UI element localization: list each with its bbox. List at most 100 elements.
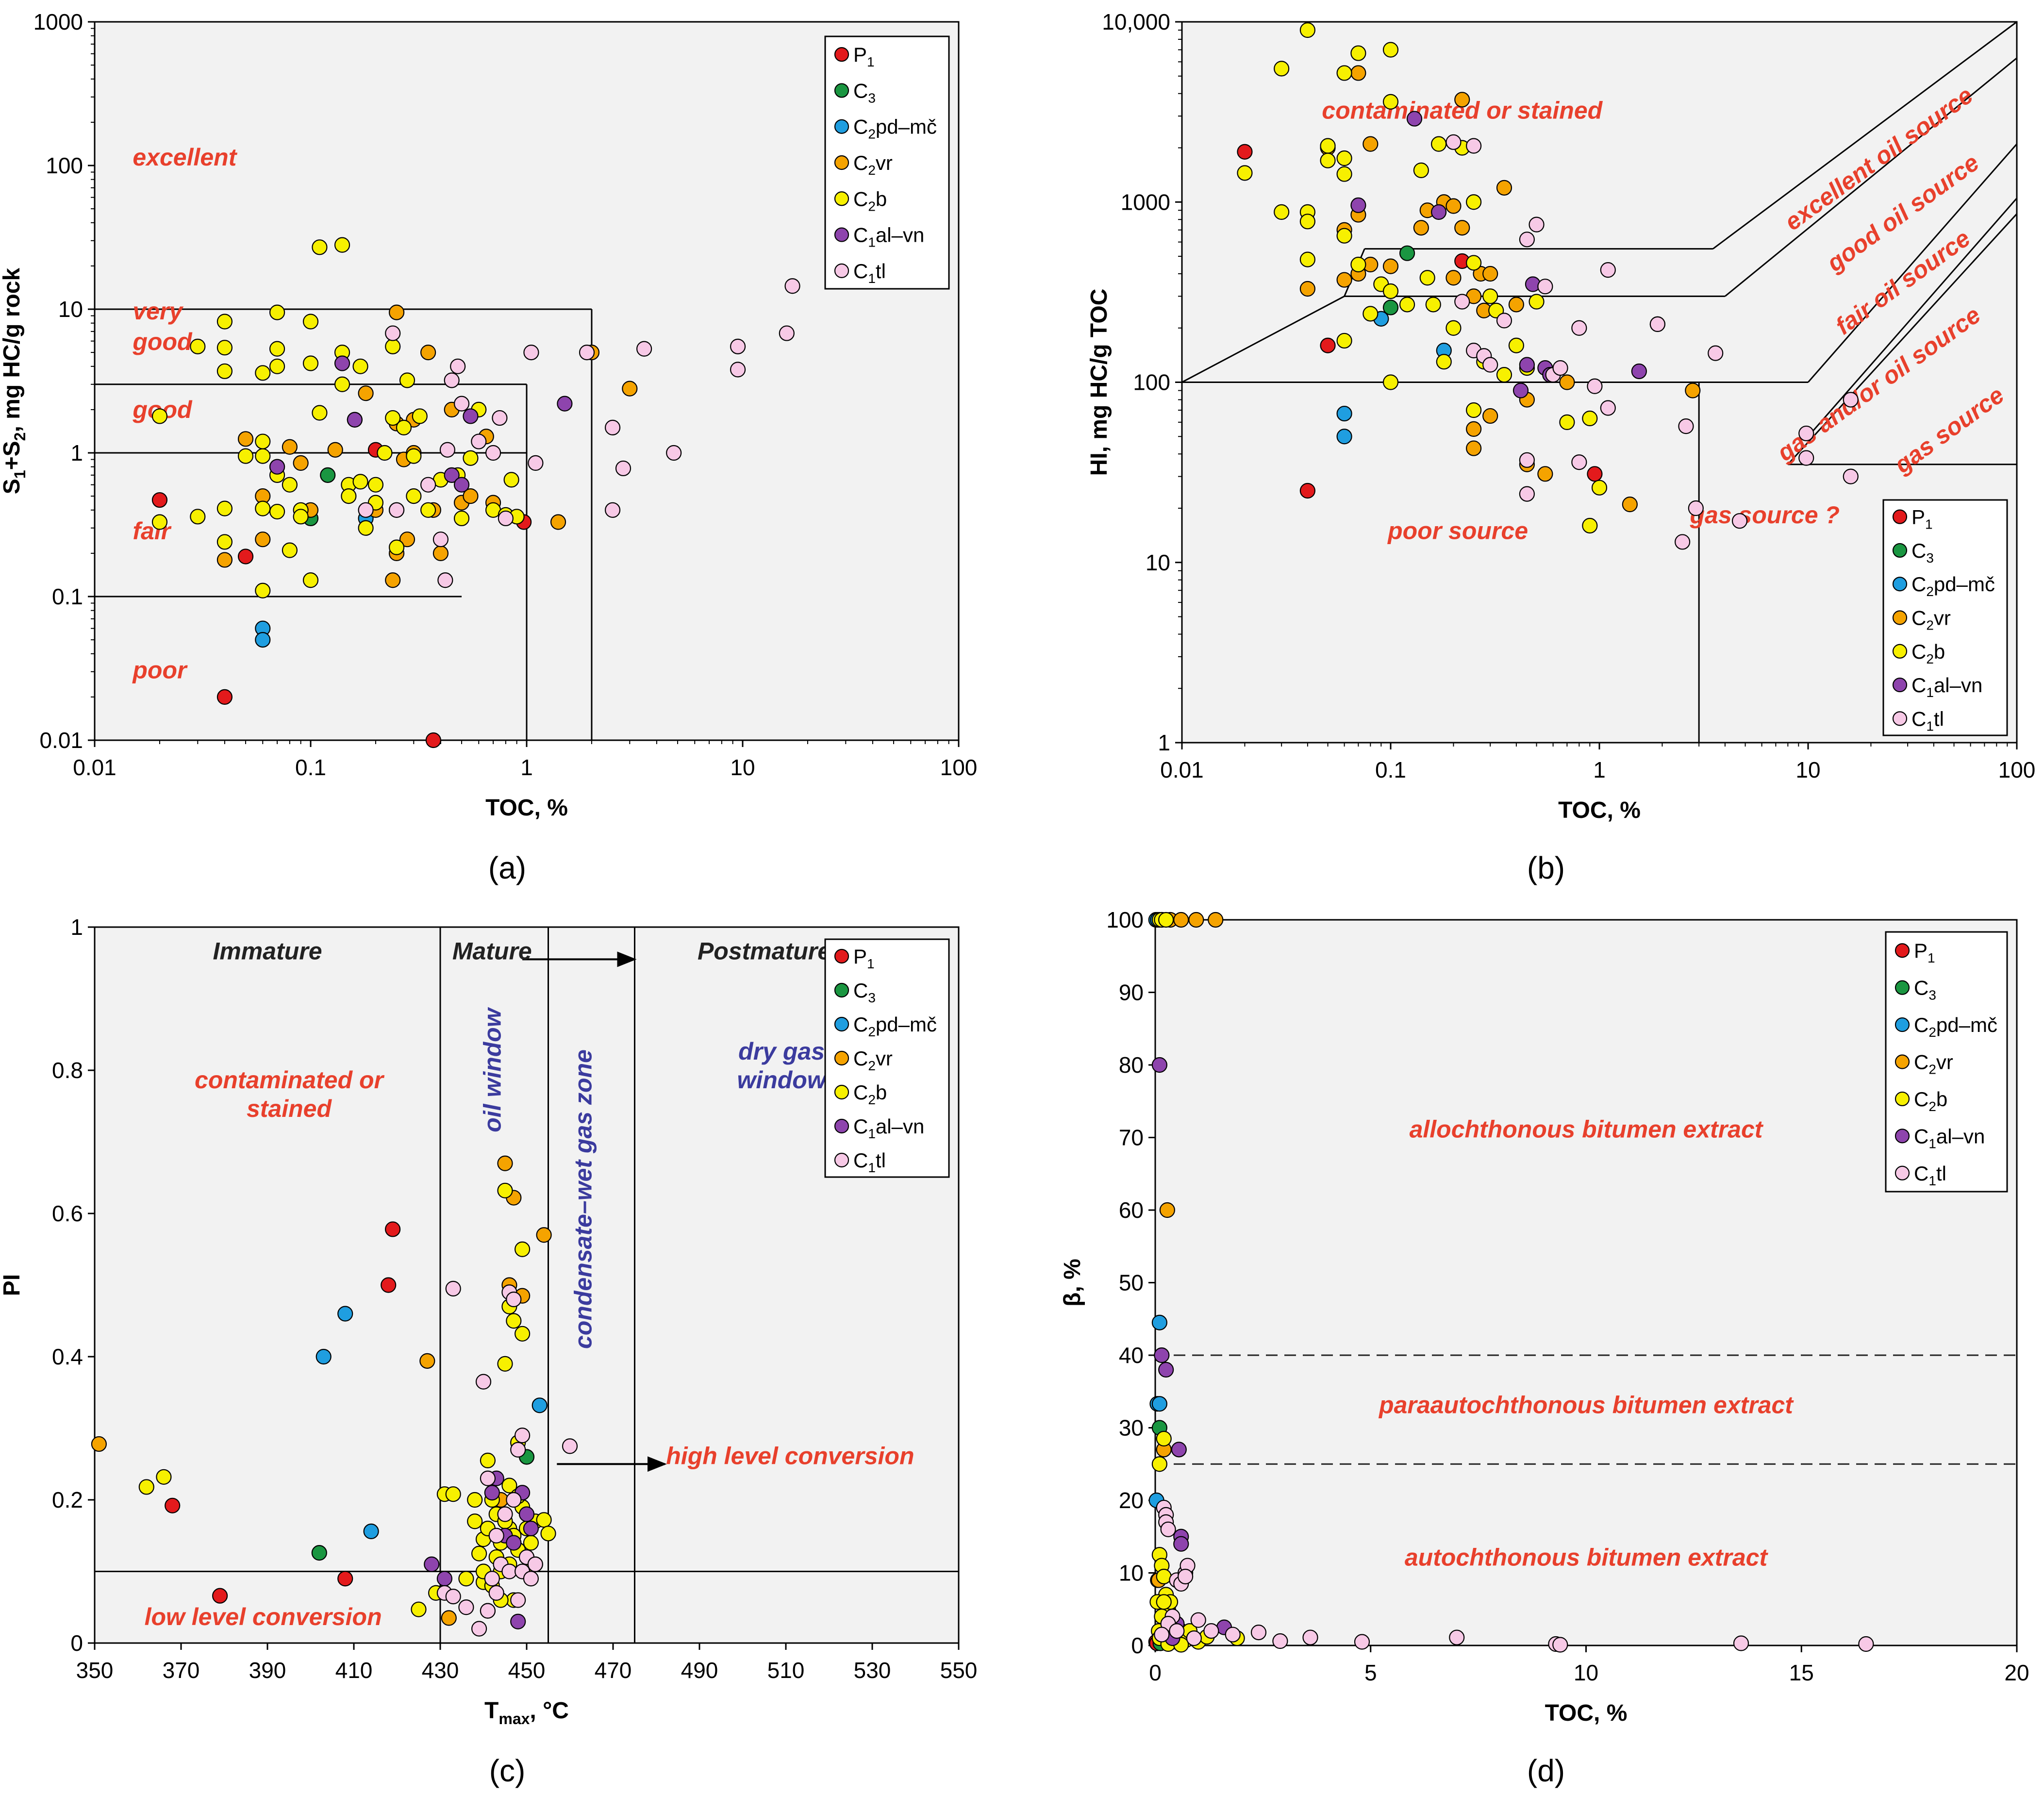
- zone-annotation: low level conversion: [145, 1603, 382, 1630]
- data-point: [471, 433, 487, 449]
- x-axis-title: TOC, %: [1558, 797, 1641, 823]
- data-point: [337, 1571, 353, 1587]
- y-tick-label: 10: [1119, 1561, 1144, 1586]
- legend-entry-label: C1al–vn: [853, 1115, 924, 1141]
- data-point: [1529, 216, 1545, 233]
- legend-entry-label: C2pd–mč: [853, 1013, 937, 1039]
- data-point: [1537, 279, 1553, 295]
- data-point: [381, 1277, 397, 1293]
- panel-a-chart: 0.01 0.1 1 10 100 0.01 0.1 1 10 100 1000 TOC, % S1+S…: [0, 9, 977, 821]
- data-point: [269, 459, 285, 475]
- legend-entry-label: C2vr: [853, 151, 893, 178]
- data-point: [420, 477, 436, 493]
- data-point: [358, 520, 374, 536]
- data-point: [1299, 22, 1315, 38]
- data-point: [458, 1599, 474, 1615]
- x-axis-title: Tmax, °C: [484, 1698, 569, 1728]
- data-point: [1496, 367, 1512, 383]
- data-point: [485, 445, 501, 461]
- data-point: [1552, 360, 1568, 376]
- y-axis-title: β, %: [1060, 1259, 1085, 1307]
- legend-entry-label: C1tl: [1914, 1162, 1946, 1188]
- data-point: [216, 340, 233, 356]
- data-point: [399, 532, 415, 548]
- y-tick-label: 1: [70, 914, 83, 940]
- data-point: [424, 1556, 440, 1572]
- data-point: [385, 338, 401, 354]
- data-point: [484, 1485, 500, 1501]
- data-point: [506, 1492, 522, 1508]
- data-point: [488, 1585, 504, 1601]
- data-point: [1446, 198, 1462, 214]
- legend-entry-label: C2pd–mč: [853, 116, 937, 142]
- zone-annotation: poor: [132, 656, 188, 683]
- legend-marker: [1892, 610, 1908, 625]
- legend-entry-label: C2b: [853, 187, 887, 214]
- data-point: [190, 509, 206, 525]
- data-point: [779, 325, 795, 341]
- data-point: [1336, 405, 1352, 422]
- data-point: [514, 1326, 531, 1342]
- data-point: [501, 1478, 517, 1494]
- legend: P1 C3 C2pd–mč C2vr C2b C1al–vn C1tl: [824, 938, 950, 1178]
- y-tick-label: 10,000: [1102, 9, 1170, 34]
- y-tick-label: 0.1: [52, 584, 83, 609]
- data-point: [497, 1182, 513, 1198]
- data-point: [212, 1588, 228, 1604]
- data-point: [475, 1374, 492, 1390]
- data-point: [1454, 220, 1470, 236]
- data-point: [1649, 316, 1665, 332]
- data-point: [1354, 1634, 1370, 1650]
- y-tick-label: 70: [1119, 1125, 1144, 1150]
- data-point: [151, 514, 168, 530]
- series-C1tl: [436, 1280, 578, 1637]
- legend-marker: [1892, 509, 1908, 524]
- data-point: [1519, 357, 1535, 373]
- legend-entry-label: P1: [853, 945, 875, 971]
- x-tick-label: 0.1: [295, 755, 326, 780]
- data-point: [463, 450, 479, 466]
- zone-annotation: autochthonous bitumen extract: [1405, 1544, 1769, 1571]
- data-point: [453, 396, 470, 412]
- data-point: [510, 1442, 526, 1458]
- data-point: [1299, 281, 1315, 297]
- data-point: [269, 503, 285, 520]
- legend-marker: [1892, 711, 1908, 726]
- x-tick-label: 350: [76, 1658, 114, 1683]
- data-point: [445, 1486, 461, 1502]
- y-tick-label: 0.8: [52, 1058, 83, 1083]
- data-point: [255, 448, 271, 464]
- y-tick-label: 0: [1131, 1633, 1144, 1658]
- data-point: [327, 442, 343, 458]
- data-point: [480, 1452, 496, 1468]
- y-tick-label: 10: [1146, 550, 1170, 575]
- data-point: [1382, 94, 1399, 110]
- y-tick-label: 100: [1133, 370, 1170, 395]
- x-tick-label: 390: [249, 1658, 286, 1683]
- data-point: [506, 1313, 522, 1329]
- data-point: [1733, 1635, 1749, 1651]
- data-point: [1363, 306, 1379, 322]
- data-point: [216, 552, 233, 568]
- x-tick-label: 370: [163, 1658, 200, 1683]
- legend-marker: [834, 155, 849, 170]
- data-point: [1571, 454, 1587, 470]
- data-point: [497, 1506, 513, 1522]
- legend-entry-label: C3: [1911, 539, 1934, 565]
- data-point: [471, 1621, 487, 1637]
- legend-entry-label: C1tl: [853, 260, 886, 286]
- data-point: [1466, 440, 1482, 456]
- data-point: [501, 1563, 517, 1579]
- legend-marker: [1894, 1165, 1910, 1180]
- series-P1: [165, 1221, 401, 1604]
- data-point: [1156, 1568, 1172, 1585]
- data-point: [604, 419, 621, 435]
- data-point: [1151, 1314, 1167, 1330]
- panel-label-d: (d): [1527, 1753, 1565, 1788]
- zone-annotation: paraautochthonous bitumen extract: [1378, 1392, 1794, 1419]
- data-point: [444, 467, 460, 483]
- y-tick-label: 1000: [1121, 189, 1170, 215]
- data-point: [1413, 220, 1429, 236]
- legend-marker: [834, 83, 849, 98]
- data-point: [1203, 1623, 1219, 1639]
